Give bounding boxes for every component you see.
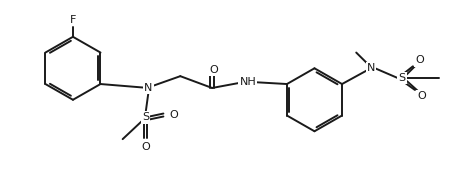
Text: O: O — [417, 91, 426, 101]
Text: O: O — [210, 65, 218, 75]
Text: S: S — [142, 112, 149, 122]
Text: O: O — [141, 142, 150, 152]
Text: F: F — [70, 15, 76, 25]
Text: N: N — [367, 63, 375, 73]
Text: S: S — [398, 73, 405, 83]
Text: N: N — [144, 83, 153, 93]
Text: NH: NH — [240, 77, 256, 87]
Text: O: O — [415, 55, 424, 65]
Text: O: O — [169, 110, 178, 120]
